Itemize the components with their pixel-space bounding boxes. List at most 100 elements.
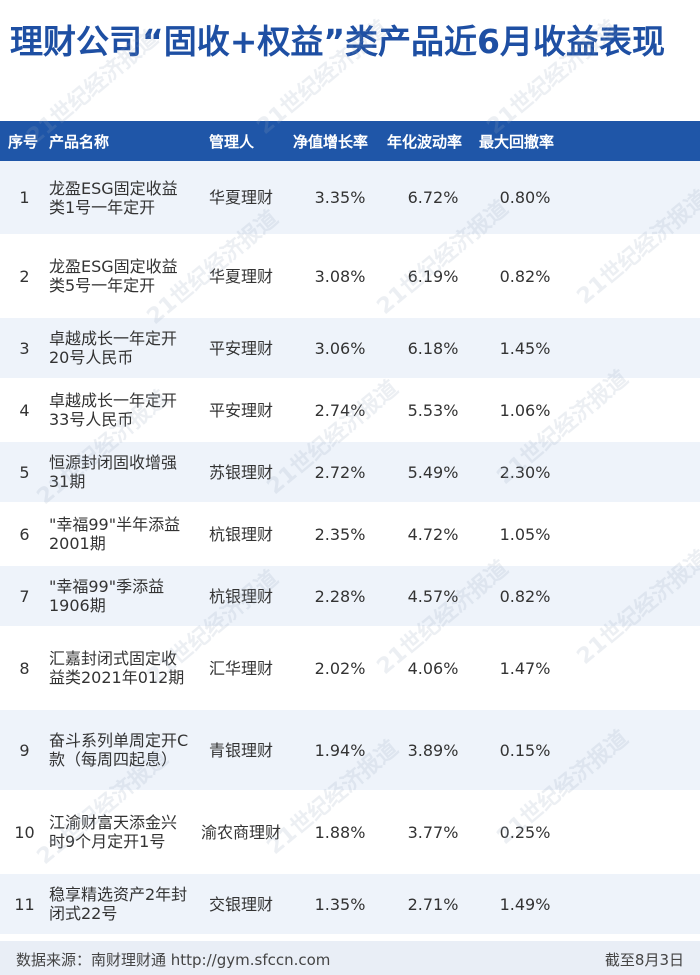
row-product-name: 卓越成长一年定开33号人民币: [49, 379, 189, 442]
as-of-date: 截至8月3日: [604, 951, 684, 969]
row-growth: 2.35%: [293, 503, 387, 566]
row-drawdown: 0.80%: [479, 161, 571, 236]
row-growth: 2.02%: [293, 627, 387, 710]
row-product-name: 江渝财富天添金兴时9个月定开1号: [49, 791, 189, 874]
table-row: 7 "幸福99"季添益1906期 杭银理财 2.28% 4.57% 0.82%: [0, 565, 700, 628]
row-index: 2: [0, 235, 49, 318]
table-row: 4 卓越成长一年定开33号人民币 平安理财 2.74% 5.53% 1.06%: [0, 379, 700, 442]
row-drawdown: 0.82%: [479, 235, 571, 318]
row-volatility: 4.06%: [387, 627, 479, 710]
row-index: 11: [0, 873, 49, 936]
row-spacer: [571, 627, 700, 710]
row-manager: 汇华理财: [189, 627, 293, 710]
row-manager: 杭银理财: [189, 503, 293, 566]
row-product-name: 龙盈ESG固定收益类1号一年定开: [49, 161, 189, 236]
row-spacer: [571, 317, 700, 380]
row-volatility: 5.53%: [387, 379, 479, 442]
table-row: 1 龙盈ESG固定收益类1号一年定开 华夏理财 3.35% 6.72% 0.80%: [0, 161, 700, 236]
row-manager: 杭银理财: [189, 565, 293, 628]
header-volatility: 年化波动率: [387, 132, 463, 151]
row-spacer: [571, 873, 700, 936]
row-drawdown: 1.05%: [479, 503, 571, 566]
table-header-row: 序号 产品名称 管理人 净值增长率 年化波动率 最大回撤率: [0, 121, 700, 161]
row-growth: 2.72%: [293, 441, 387, 504]
row-product-name: 稳享精选资产2年封闭式22号: [49, 873, 189, 936]
row-index: 8: [0, 627, 49, 710]
row-spacer: [571, 379, 700, 442]
row-volatility: 6.19%: [387, 235, 479, 318]
row-growth: 2.74%: [293, 379, 387, 442]
table-row: 6 "幸福99"半年添益2001期 杭银理财 2.35% 4.72% 1.05%: [0, 503, 700, 566]
row-drawdown: 0.82%: [479, 565, 571, 628]
row-drawdown: 1.49%: [479, 873, 571, 936]
row-drawdown: 1.47%: [479, 627, 571, 710]
row-spacer: [571, 441, 700, 504]
row-product-name: 卓越成长一年定开20号人民币: [49, 317, 189, 380]
row-volatility: 3.77%: [387, 791, 479, 874]
header-manager: 管理人: [209, 132, 255, 151]
row-volatility: 2.71%: [387, 873, 479, 936]
row-index: 3: [0, 317, 49, 380]
row-manager: 青银理财: [189, 709, 293, 792]
row-volatility: 5.49%: [387, 441, 479, 504]
row-spacer: [571, 503, 700, 566]
table-row: 2 龙盈ESG固定收益类5号一年定开 华夏理财 3.08% 6.19% 0.82%: [0, 235, 700, 318]
row-index: 10: [0, 791, 49, 874]
row-product-name: "幸福99"半年添益2001期: [49, 503, 189, 566]
row-manager: 交银理财: [189, 873, 293, 936]
row-spacer: [571, 565, 700, 628]
table-row: 10 江渝财富天添金兴时9个月定开1号 渝农商理财 1.88% 3.77% 0.25%: [0, 791, 700, 874]
header-product-name: 产品名称: [49, 132, 110, 151]
row-manager: 华夏理财: [189, 161, 293, 236]
table-row: 8 汇嘉封闭式固定收益类2021年012期 汇华理财 2.02% 4.06% 1.47%: [0, 627, 700, 710]
header-index: 序号: [8, 132, 39, 151]
product-table: 序号 产品名称 管理人 净值增长率 年化波动率 最大回撤率 1 龙盈ESG固定收益…: [0, 121, 700, 936]
row-product-name: "幸福99"季添益1906期: [49, 565, 189, 628]
header-spacer: [571, 121, 700, 161]
table-row: 11 稳享精选资产2年封闭式22号 交银理财 1.35% 2.71% 1.49%: [0, 873, 700, 936]
header-growth: 净值增长率: [293, 132, 369, 151]
row-product-name: 汇嘉封闭式固定收益类2021年012期: [49, 627, 189, 710]
row-volatility: 4.72%: [387, 503, 479, 566]
row-spacer: [571, 161, 700, 236]
row-drawdown: 1.06%: [479, 379, 571, 442]
row-drawdown: 2.30%: [479, 441, 571, 504]
row-drawdown: 1.45%: [479, 317, 571, 380]
row-volatility: 4.57%: [387, 565, 479, 628]
table-row: 5 恒源封闭固收增强31期 苏银理财 2.72% 5.49% 2.30%: [0, 441, 700, 504]
row-manager: 平安理财: [189, 379, 293, 442]
data-source: 数据来源：南财理财通 http://gym.sfccn.com: [16, 951, 331, 969]
row-volatility: 6.18%: [387, 317, 479, 380]
row-index: 6: [0, 503, 49, 566]
row-manager: 平安理财: [189, 317, 293, 380]
row-growth: 3.08%: [293, 235, 387, 318]
header-drawdown: 最大回撤率: [479, 132, 555, 151]
row-product-name: 龙盈ESG固定收益类5号一年定开: [49, 235, 189, 318]
table-row: 9 奋斗系列单周定开C款（每周四起息） 青银理财 1.94% 3.89% 0.15%: [0, 709, 700, 792]
row-growth: 1.35%: [293, 873, 387, 936]
row-index: 9: [0, 709, 49, 792]
row-index: 4: [0, 379, 49, 442]
row-drawdown: 0.25%: [479, 791, 571, 874]
row-drawdown: 0.15%: [479, 709, 571, 792]
row-spacer: [571, 709, 700, 792]
row-index: 5: [0, 441, 49, 504]
row-growth: 3.35%: [293, 161, 387, 236]
row-volatility: 3.89%: [387, 709, 479, 792]
row-volatility: 6.72%: [387, 161, 479, 236]
row-growth: 2.28%: [293, 565, 387, 628]
row-product-name: 恒源封闭固收增强31期: [49, 441, 189, 504]
table-row: 3 卓越成长一年定开20号人民币 平安理财 3.06% 6.18% 1.45%: [0, 317, 700, 380]
row-growth: 1.88%: [293, 791, 387, 874]
row-manager: 华夏理财: [189, 235, 293, 318]
row-product-name: 奋斗系列单周定开C款（每周四起息）: [49, 709, 189, 792]
footer: 数据来源：南财理财通 http://gym.sfccn.com 截至8月3日: [0, 941, 700, 975]
row-manager: 苏银理财: [189, 441, 293, 504]
row-spacer: [571, 791, 700, 874]
row-growth: 3.06%: [293, 317, 387, 380]
row-index: 1: [0, 161, 49, 236]
row-growth: 1.94%: [293, 709, 387, 792]
page-title: 理财公司“固收+权益”类产品近6月收益表现: [10, 22, 665, 61]
row-index: 7: [0, 565, 49, 628]
row-spacer: [571, 235, 700, 318]
